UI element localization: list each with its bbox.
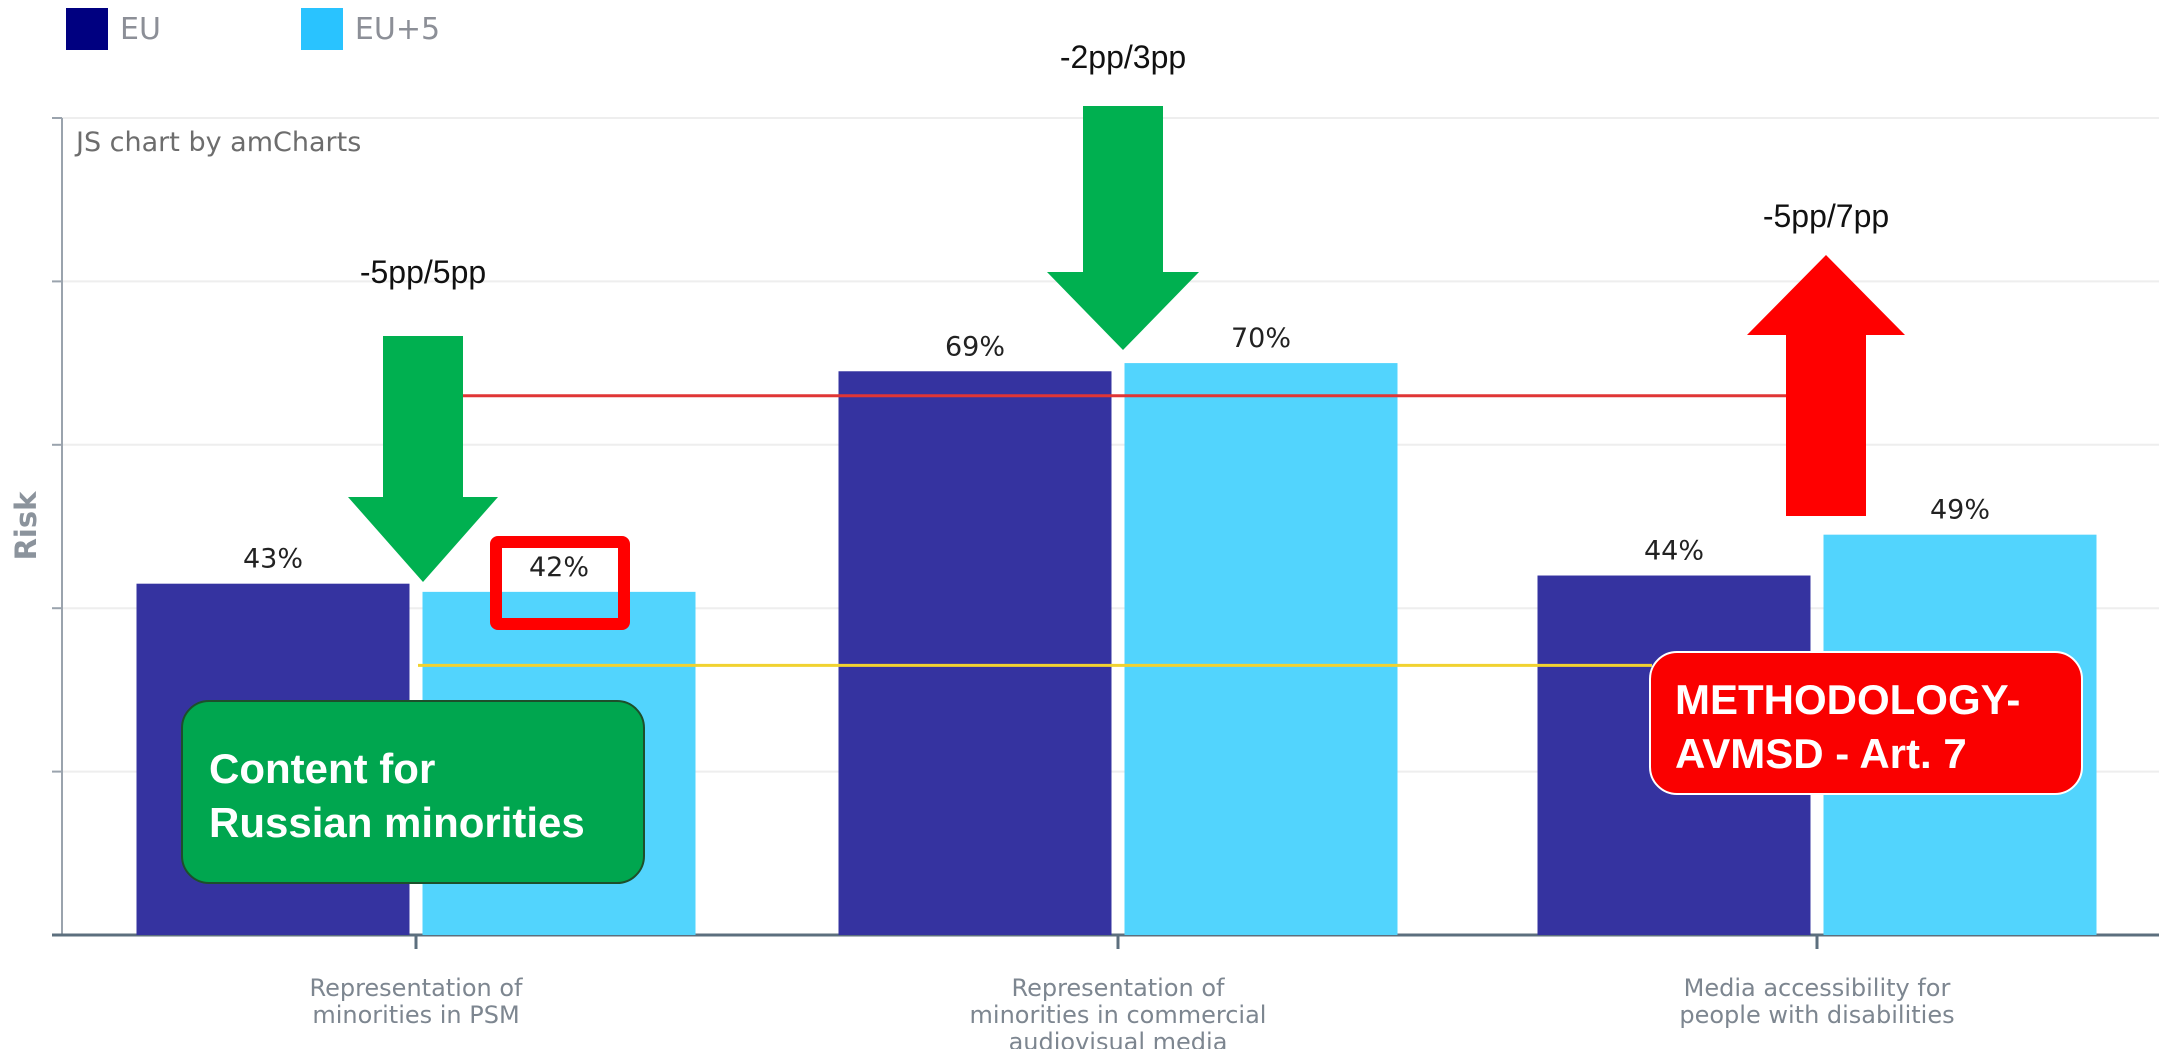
- x-tick-label-1-1: minorities in commercial: [970, 1001, 1267, 1029]
- x-tick-label-0-0: Representation of: [309, 974, 523, 1002]
- x-tick-label-1-0: Representation of: [1011, 974, 1225, 1002]
- arrow-down-0: [348, 336, 498, 582]
- arrow-up-2: [1747, 255, 1905, 516]
- x-tick-label-0-1: minorities in PSM: [312, 1001, 519, 1029]
- data-label-eu-1: 69%: [945, 331, 1005, 362]
- legend-item-eu[interactable]: EU: [66, 8, 161, 50]
- callout-russian-minorities: Content for Russian minorities: [181, 700, 645, 884]
- arrow-down-1: [1047, 106, 1199, 350]
- legend-item-eu-plus-5[interactable]: EU+5: [300, 8, 441, 50]
- callout-red-line-1: METHODOLOGY-: [1675, 676, 2021, 723]
- x-tick-label-1-2: audiovisual media: [1009, 1028, 1228, 1049]
- arrow-label-1: -2pp/3pp: [1060, 39, 1186, 75]
- callout-green-line-1: Content for: [209, 745, 436, 792]
- legend-swatch-eu-plus-5: [300, 8, 343, 50]
- amcharts-watermark: JS chart by amCharts: [74, 127, 361, 158]
- y-axis-title: Risk: [9, 491, 43, 561]
- bar-eu-1: [838, 371, 1112, 935]
- callout-red-line-2: AVMSD - Art. 7: [1675, 730, 1967, 777]
- data-label-eu-0: 43%: [243, 544, 303, 575]
- x-tick-label-2-0: Media accessibility for: [1684, 974, 1951, 1002]
- data-label-eu-plus-5-0: 42%: [529, 552, 589, 583]
- data-label-eu-2: 44%: [1644, 536, 1704, 567]
- data-label-eu-plus-5-1: 70%: [1231, 323, 1291, 354]
- arrow-label-0: -5pp/5pp: [360, 254, 486, 290]
- chart-legend: EU EU+5: [66, 8, 580, 50]
- x-tick-label-2-1: people with disabilities: [1679, 1001, 1954, 1029]
- arrow-label-2: -5pp/7pp: [1763, 198, 1889, 234]
- legend-label-eu-plus-5: EU+5: [354, 11, 441, 47]
- bar-eu-plus-5-1: [1124, 363, 1398, 936]
- callout-methodology: METHODOLOGY- AVMSD - Art. 7: [1649, 651, 2083, 795]
- legend-swatch-eu: [66, 8, 108, 50]
- callout-green-line-2: Russian minorities: [209, 799, 585, 846]
- data-label-eu-plus-5-2: 49%: [1930, 495, 1990, 526]
- highlight-box-42-percent: [490, 536, 630, 630]
- legend-label-eu: EU: [120, 11, 161, 47]
